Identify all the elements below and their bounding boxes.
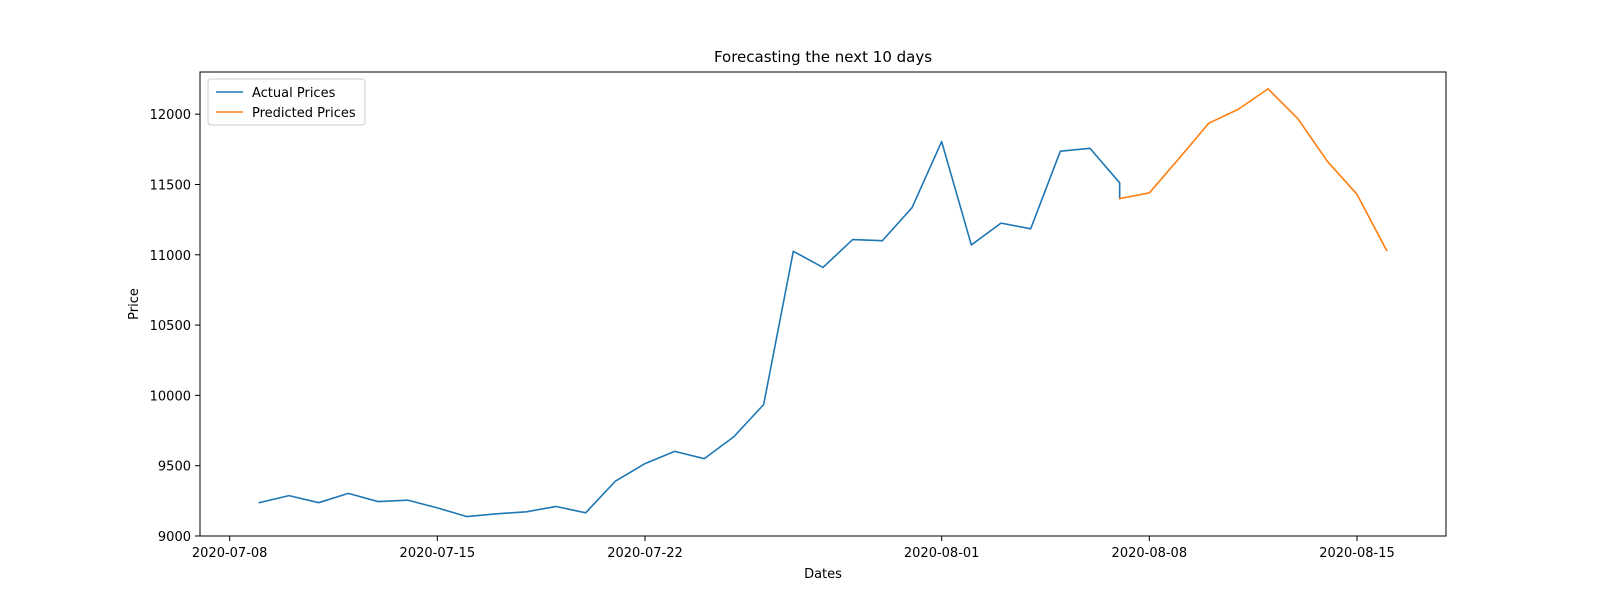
y-tick-label: 11500 [150,178,191,193]
y-tick-label: 12000 [150,108,191,123]
chart-title: Forecasting the next 10 days [714,48,932,66]
legend-label: Actual Prices [252,86,336,101]
plot-area [258,88,1388,518]
y-tick-label: 9000 [158,530,191,545]
x-tick-label: 2020-07-22 [607,546,683,561]
x-axis-label: Dates [804,567,842,582]
legend-label: Predicted Prices [252,106,356,121]
y-tick-label: 11000 [150,249,191,264]
x-tick-label: 2020-07-08 [192,546,268,561]
y-axis-label: Price [127,288,142,320]
y-tick-label: 9500 [158,460,191,475]
series-line-actual-prices [258,140,1121,518]
plot-frame [199,71,1447,537]
x-tick-label: 2020-08-01 [904,546,980,561]
y-tick-label: 10500 [150,319,191,334]
x-tick-label: 2020-08-08 [1112,546,1188,561]
y-tick-label: 10000 [150,389,191,404]
legend-box [207,78,366,126]
x-tick-label: 2020-08-15 [1319,546,1395,561]
series-line-predicted-prices [1118,88,1388,252]
legend: Actual Prices Predicted Prices [207,78,366,126]
y-axis: 9000 9500 10000 10500 11000 11500 12000 [150,108,200,545]
x-tick-label: 2020-07-15 [400,546,476,561]
x-axis: 2020-07-08 2020-07-15 2020-07-22 2020-08-01… [192,536,1395,561]
